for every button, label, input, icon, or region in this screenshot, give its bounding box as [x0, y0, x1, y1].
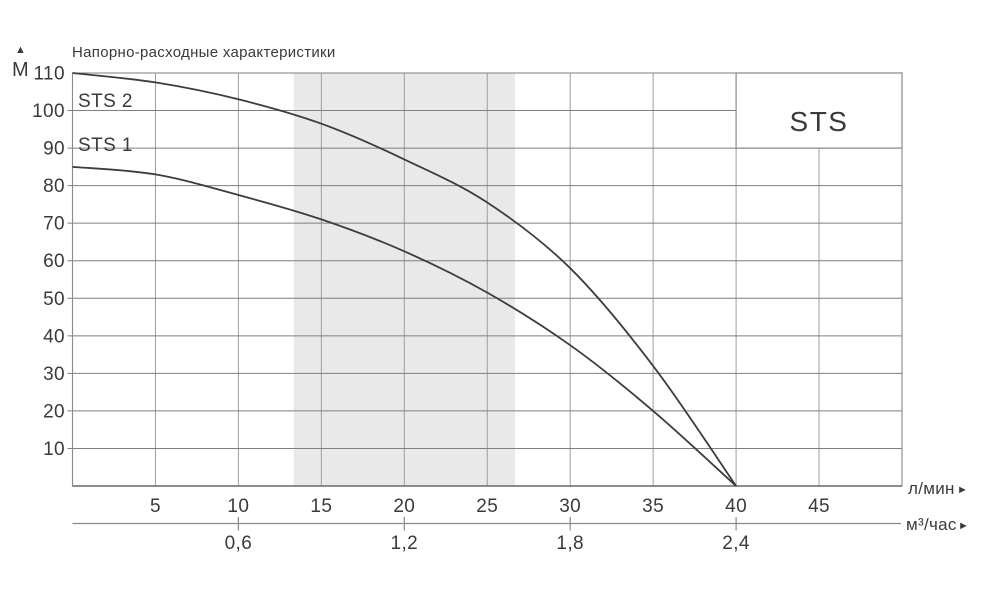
pump-curve-sts2 [72, 72, 737, 487]
pump-curve-sts1 [72, 165, 737, 487]
y-tick-label: 60 [43, 251, 65, 272]
secondary-axis-tick-labels: 0,6 1,2 1,8 2,4 [225, 517, 750, 554]
y-tick-label: 40 [43, 326, 65, 347]
y-axis-unit-label: М [12, 59, 29, 81]
series-label-sts2: STS 2 [78, 91, 133, 112]
x-tick-label: 5 [150, 496, 161, 517]
pump-curves [72, 72, 737, 487]
y-tick-label: 30 [43, 364, 65, 385]
y-axis-tick-labels: 110 100 90 80 70 60 50 40 30 20 10 [32, 64, 65, 460]
y-tick-label: 80 [43, 176, 65, 197]
x-axis-arrow-icon: ► [957, 484, 968, 496]
y-tick-label: 50 [43, 289, 65, 310]
x2-tick-label: 1,8 [556, 533, 584, 554]
x2-axis-arrow-icon: ► [958, 520, 969, 532]
x2-tick-label: 1,2 [390, 533, 418, 554]
series-label-sts1: STS 1 [78, 135, 133, 156]
x-tick-label: 20 [393, 496, 415, 517]
vertical-gridlines [154, 73, 820, 486]
x-axis-unit-label: л/мин [908, 479, 955, 498]
x-tick-label: 35 [642, 496, 664, 517]
x2-axis-unit-label: м³/час [906, 515, 957, 534]
y-tick-label: 100 [32, 101, 65, 122]
x-tick-label: 10 [227, 496, 249, 517]
chart-title: Напорно-расходные характеристики [72, 44, 336, 61]
y-tick-label: 20 [43, 401, 65, 422]
y-tick-label: 90 [43, 139, 65, 160]
x-axis-tick-labels: 5 10 15 20 25 30 35 40 45 [150, 496, 830, 517]
y-tick-label: 110 [34, 64, 66, 85]
x2-tick-label: 0,6 [225, 533, 253, 554]
x-tick-label: 15 [310, 496, 332, 517]
x2-tick-label: 2,4 [722, 533, 750, 554]
x-tick-label: 30 [559, 496, 581, 517]
x-tick-label: 25 [476, 496, 498, 517]
y-axis-arrow-icon: ▲ [15, 44, 26, 56]
x-tick-label: 40 [725, 496, 747, 517]
y-tick-label: 70 [43, 214, 65, 235]
legend-box [735, 72, 903, 149]
legend-label: STS [790, 106, 849, 137]
x-tick-label: 45 [808, 496, 830, 517]
y-tick-label: 10 [43, 439, 65, 460]
